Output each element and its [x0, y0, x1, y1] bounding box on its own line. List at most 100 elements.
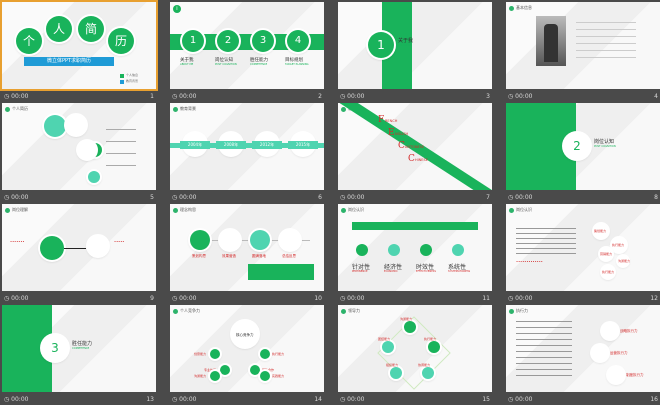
text-line: [516, 339, 572, 340]
slide-canvas[interactable]: 岗位认识 针对性 PERTINENCE 经济性 ECONOMIC 时效性 EFFECTIVE…: [338, 204, 492, 291]
language-initial: C: [398, 141, 405, 151]
skill-circle: [612, 238, 626, 252]
slide-canvas[interactable]: 领导力 沟通能力 团结能力 执行能力 组织能力 协调能力: [338, 305, 492, 392]
slide-canvas[interactable]: 执行力 战略执行力 运营执行力 制度执行力: [506, 305, 660, 392]
slide-header: 个人简历: [5, 106, 28, 112]
skill-label: 专业技能: [204, 368, 217, 372]
section-number: 3: [51, 341, 59, 355]
slide-thumbnail[interactable]: 教育背景 2004年 2008年 2012年 2015年 ◷ 00:00 6: [170, 103, 324, 203]
slide-header-label: 基本信息: [516, 5, 532, 10]
slide-canvas[interactable]: 3 胜任能力 COMPETENCE: [2, 305, 156, 392]
clock-icon: ◷: [4, 194, 12, 201]
step-label: 圆满落地: [252, 254, 266, 258]
property-sub: SYSTEMATICNESS: [448, 270, 471, 273]
slide-canvas[interactable]: 岗位认识 ••••••••••••• 策划能力 执行能力 营销能力 沟通能力 执行能力: [506, 204, 660, 291]
slide-timing: ◷ 00:00: [340, 293, 364, 304]
header-dot-icon: [5, 207, 10, 213]
slide-thumbnail[interactable]: 个人竞争力 核心竞争力 创意能力 执行能力 专业技能 团队合作 沟通能力 实践能力 ◷ 00:0…: [170, 305, 324, 405]
property-sub: ECONOMIC: [384, 270, 398, 273]
slide-thumbnail[interactable]: 岗位理解 ••••••• ••••• ◷ 00:00 9: [2, 204, 156, 304]
slide-thumbnail[interactable]: 领导力 沟通能力 团结能力 执行能力 组织能力 协调能力 ◷ 00:00 15: [338, 305, 492, 405]
timing-value: 00:00: [179, 93, 197, 100]
slide-meta: ◷ 00:00 12: [506, 293, 660, 304]
property-label: 系统性: [448, 264, 467, 271]
slide-thumbnail[interactable]: 理念构思 策划构思 效果营造 圆满落地 总结反思 ◷ 00:00 10: [170, 204, 324, 304]
slide-thumbnail[interactable]: 个人简历 ◷ 00:00 5: [2, 103, 156, 203]
clock-icon: ◷: [4, 93, 12, 100]
title-char-circle: 个: [16, 28, 42, 54]
text-line: [516, 233, 576, 234]
slide-number: 5: [150, 194, 154, 201]
section-sub: TARGET PLANNING: [285, 63, 309, 66]
text-line: [516, 238, 576, 239]
slide-canvas[interactable]: 个人竞争力 核心竞争力 创意能力 执行能力 专业技能 团队合作 沟通能力 实践能力: [170, 305, 324, 392]
slide-canvas[interactable]: 教育背景 2004年 2008年 2012年 2015年: [170, 103, 324, 190]
title-char: 人: [52, 22, 65, 36]
slide-canvas[interactable]: 2 岗位认知 POST COGNITION: [506, 103, 660, 190]
leader-label: 协调能力: [418, 363, 431, 367]
slide-thumbnail[interactable]: 个 人 简历微立体PPT求职简历 个人信息 教育背景 ◷ 00:00 1: [0, 0, 158, 102]
slide-thumbnail[interactable]: 3 胜任能力 COMPETENCE ◷ 00:00 13: [2, 305, 156, 405]
slide-thumbnail[interactable]: 基本信息 ◷ 00:00 4: [506, 2, 660, 102]
slide-canvas[interactable]: 1 关于我 ABOUT ME: [338, 2, 492, 89]
section-label: 关于我: [180, 58, 194, 63]
skill-label: 执行能力: [612, 243, 625, 247]
section-number: 2: [224, 35, 232, 46]
slide-number: 10: [314, 295, 322, 302]
section-label: 胜任能力: [250, 58, 268, 63]
text-line: [516, 321, 572, 322]
slide-header-label: 理念构思: [180, 207, 196, 212]
skill-circle: [602, 323, 618, 339]
bubble-white: [78, 141, 96, 159]
text-line: [516, 248, 576, 249]
header-dot-icon: [341, 106, 346, 112]
language-initial: C: [408, 154, 415, 164]
skill-label: 执行能力: [602, 270, 615, 274]
header-dot-icon: [341, 207, 346, 213]
slide-canvas[interactable]: 岗位理解 ••••••• •••••: [2, 204, 156, 291]
slide-canvas[interactable]: 语言能力FRENCHENGLISHCANTONESECHINESE: [338, 103, 492, 190]
slide-header: 岗位认识: [509, 207, 532, 213]
header-dot-icon: [509, 5, 514, 11]
info-line: [576, 36, 636, 37]
header-dot-icon: [509, 207, 514, 213]
clock-icon: ◷: [508, 194, 516, 201]
slide-canvas[interactable]: 个 人 简历微立体PPT求职简历 个人信息 教育背景: [0, 0, 158, 91]
clock-icon: ◷: [172, 396, 180, 403]
skill-circle: [618, 256, 628, 266]
slide-thumbnail[interactable]: 岗位认识 针对性 PERTINENCE 经济性 ECONOMIC 时效性 EFFECTIVE…: [338, 204, 492, 304]
section-number-circle: 2: [217, 30, 239, 52]
slide-canvas[interactable]: 理念构思 策划构思 效果营造 圆满落地 总结反思: [170, 204, 324, 291]
step-circle: [220, 230, 240, 250]
property-label: 时效性: [416, 264, 435, 271]
timing-value: 00:00: [347, 295, 365, 302]
slide-canvas[interactable]: 个人简历: [2, 103, 156, 190]
skill-label: 执行能力: [272, 352, 285, 356]
slide-thumbnail[interactable]: 岗位认识 ••••••••••••• 策划能力 执行能力 营销能力 沟通能力 执行能力 ◷ 0…: [506, 204, 660, 304]
slide-thumbnail[interactable]: i 1 关于我 ABOUT ME 2 岗位认知 POST COGNITION 3 胜任能力 COM…: [170, 2, 324, 102]
header-dot-icon: [173, 106, 178, 112]
slide-thumbnail[interactable]: 1 关于我 ABOUT ME ◷ 00:00 3: [338, 2, 492, 102]
step-label: 策划构思: [192, 254, 206, 258]
skill-label: 战略执行力: [620, 329, 638, 333]
slide-meta: ◷ 00:00 11: [338, 293, 492, 304]
info-line: [576, 29, 636, 30]
slide-meta: ◷ 00:00 4: [506, 91, 660, 102]
bubble-teal: [88, 171, 100, 183]
slide-canvas[interactable]: 基本信息: [506, 2, 660, 89]
slide-meta: ◷ 00:00 9: [2, 293, 156, 304]
slide-thumbnail[interactable]: 执行力 战略执行力 运营执行力 制度执行力 ◷ 00:00 16: [506, 305, 660, 405]
section-sub: POST COGNITION: [594, 145, 616, 148]
bubble-medium: [66, 115, 86, 135]
timing-value: 00:00: [11, 295, 29, 302]
timing-value: 00:00: [11, 396, 29, 403]
leader-circle: [428, 341, 440, 353]
slide-thumbnail[interactable]: 2 岗位认知 POST COGNITION ◷ 00:00 8: [506, 103, 660, 203]
timing-value: 00:00: [515, 295, 533, 302]
slide-thumbnail[interactable]: 语言能力FRENCHENGLISHCANTONESECHINESE◷ 00:00…: [338, 103, 492, 203]
clock-icon: ◷: [340, 396, 348, 403]
timing-value: 00:00: [11, 194, 29, 201]
section-number: 3: [259, 35, 267, 46]
text-line: [516, 363, 572, 364]
slide-canvas[interactable]: i 1 关于我 ABOUT ME 2 岗位认知 POST COGNITION 3 胜任能力 COM…: [170, 2, 324, 89]
